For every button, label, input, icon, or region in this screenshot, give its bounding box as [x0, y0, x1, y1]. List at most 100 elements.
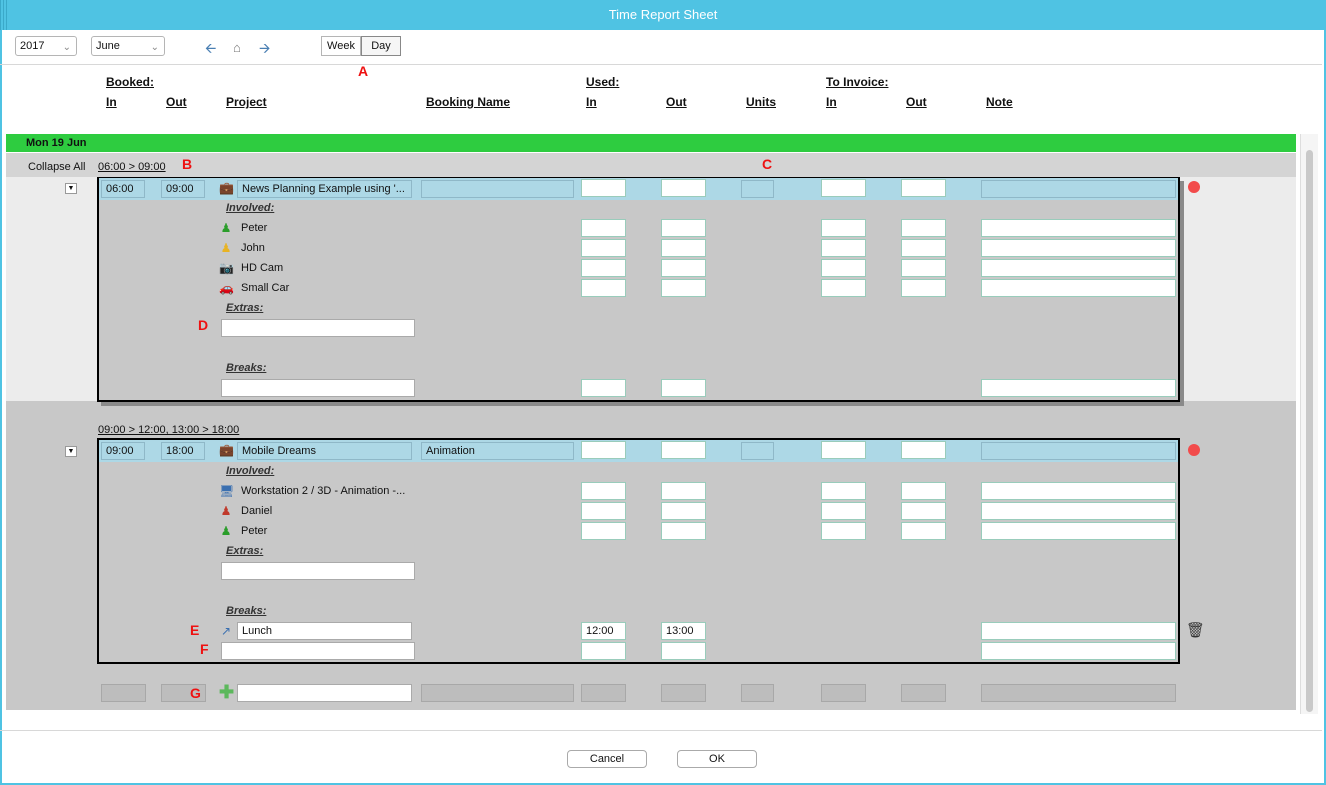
involved-invoice-out[interactable] [901, 522, 946, 540]
involved-invoice-in[interactable] [821, 259, 866, 277]
involved-invoice-in[interactable] [821, 239, 866, 257]
involved-used-out[interactable] [661, 279, 706, 297]
booking-1-project[interactable]: News Planning Example using '... [237, 180, 412, 198]
booking-2-booking-name[interactable]: Animation [421, 442, 574, 460]
new-booking-out[interactable] [161, 684, 206, 702]
involved-invoice-in[interactable] [821, 522, 866, 540]
involved-used-in[interactable] [581, 522, 626, 540]
involved-note[interactable] [981, 482, 1176, 500]
booking-1-toggle[interactable]: ▼ [65, 183, 77, 194]
cancel-button[interactable]: Cancel [567, 750, 647, 768]
involved-invoice-out[interactable] [901, 259, 946, 277]
involved-invoice-out[interactable] [901, 482, 946, 500]
booking-1-used-in[interactable] [581, 179, 626, 197]
involved-note[interactable] [981, 279, 1176, 297]
trash-icon[interactable]: 🗑 [1186, 622, 1206, 639]
booking-1-break-in[interactable] [581, 379, 626, 397]
booking-2-new-break-out[interactable] [661, 642, 706, 660]
involved-note[interactable] [981, 219, 1176, 237]
year-value: 2017 [20, 40, 45, 52]
involved-invoice-out[interactable] [901, 239, 946, 257]
booking-2-used-in[interactable] [581, 441, 626, 459]
booking-2-new-break-in[interactable] [581, 642, 626, 660]
break-name[interactable]: Lunch [237, 622, 412, 640]
involved-used-in[interactable] [581, 502, 626, 520]
booking-1-out[interactable]: 09:00 [161, 180, 205, 198]
booking-2-new-break-note[interactable] [981, 642, 1176, 660]
booking-2-toggle[interactable]: ▼ [65, 446, 77, 457]
collapse-all-button[interactable]: Collapse All [28, 161, 86, 173]
month-select[interactable]: June ⌄ [91, 36, 165, 56]
involved-invoice-in[interactable] [821, 219, 866, 237]
involved-invoice-in[interactable] [821, 279, 866, 297]
booking-1-units[interactable] [741, 180, 774, 198]
involved-invoice-in[interactable] [821, 482, 866, 500]
status-dot-icon[interactable] [1188, 181, 1200, 193]
arrow-left-icon[interactable]: 🡨 [205, 40, 217, 56]
involved-invoice-out[interactable] [901, 502, 946, 520]
involved-used-in[interactable] [581, 239, 626, 257]
booking-2-invoice-out[interactable] [901, 441, 946, 459]
new-booking-invoice-out[interactable] [901, 684, 946, 702]
view-day-button[interactable]: Day [361, 36, 401, 56]
involved-note[interactable] [981, 522, 1176, 540]
booking-1-break-name-input[interactable] [221, 379, 415, 397]
booking-2-range[interactable]: 09:00 > 12:00, 13:00 > 18:00 [98, 424, 240, 436]
involved-used-out[interactable] [661, 219, 706, 237]
involved-invoice-in[interactable] [821, 502, 866, 520]
new-booking-used-in[interactable] [581, 684, 626, 702]
booking-1-in[interactable]: 06:00 [101, 180, 145, 198]
status-dot-icon[interactable] [1188, 444, 1200, 456]
new-booking-used-out[interactable] [661, 684, 706, 702]
booking-1-booking-name[interactable] [421, 180, 574, 198]
involved-used-out[interactable] [661, 259, 706, 277]
involved-note[interactable] [981, 502, 1176, 520]
add-icon[interactable]: ✚ [219, 682, 235, 702]
booking-1-invoice-in[interactable] [821, 179, 866, 197]
ok-button[interactable]: OK [677, 750, 757, 768]
involved-used-out[interactable] [661, 239, 706, 257]
booking-1-break-out[interactable] [661, 379, 706, 397]
new-booking-units[interactable] [741, 684, 774, 702]
new-booking-in[interactable] [101, 684, 146, 702]
involved-used-in[interactable] [581, 482, 626, 500]
involved-note[interactable] [981, 259, 1176, 277]
arrow-right-icon[interactable]: 🡪 [259, 40, 271, 56]
booking-2-out[interactable]: 18:00 [161, 442, 205, 460]
booking-2-project[interactable]: Mobile Dreams [237, 442, 412, 460]
break-in[interactable]: 12:00 [581, 622, 626, 640]
involved-used-out[interactable] [661, 522, 706, 540]
booking-1-range[interactable]: 06:00 > 09:00 [98, 161, 166, 173]
external-link-icon[interactable]: ↗ [220, 624, 232, 638]
booking-1-note[interactable] [981, 180, 1176, 198]
involved-used-in[interactable] [581, 259, 626, 277]
new-booking-project-input[interactable] [237, 684, 412, 702]
booking-2-note[interactable] [981, 442, 1176, 460]
booking-2-new-break-input[interactable] [221, 642, 415, 660]
new-booking-name[interactable] [421, 684, 574, 702]
booking-1-invoice-out[interactable] [901, 179, 946, 197]
new-booking-invoice-in[interactable] [821, 684, 866, 702]
break-out[interactable]: 13:00 [661, 622, 706, 640]
involved-used-out[interactable] [661, 502, 706, 520]
involved-note[interactable] [981, 239, 1176, 257]
involved-used-in[interactable] [581, 279, 626, 297]
booking-2-in[interactable]: 09:00 [101, 442, 145, 460]
scrollbar-thumb[interactable] [1306, 150, 1313, 712]
view-week-button[interactable]: Week [321, 36, 361, 56]
booking-2-extras-input[interactable] [221, 562, 415, 580]
booking-2-units[interactable] [741, 442, 774, 460]
home-icon[interactable]: ⌂ [233, 40, 241, 55]
booking-2-invoice-in[interactable] [821, 441, 866, 459]
booking-1-break-note[interactable] [981, 379, 1176, 397]
booking-2-used-out[interactable] [661, 441, 706, 459]
involved-used-in[interactable] [581, 219, 626, 237]
involved-invoice-out[interactable] [901, 219, 946, 237]
booking-1-extras-input[interactable] [221, 319, 415, 337]
booking-1-used-out[interactable] [661, 179, 706, 197]
involved-used-out[interactable] [661, 482, 706, 500]
year-select[interactable]: 2017 ⌄ [15, 36, 77, 56]
break-note[interactable] [981, 622, 1176, 640]
new-booking-note[interactable] [981, 684, 1176, 702]
involved-invoice-out[interactable] [901, 279, 946, 297]
